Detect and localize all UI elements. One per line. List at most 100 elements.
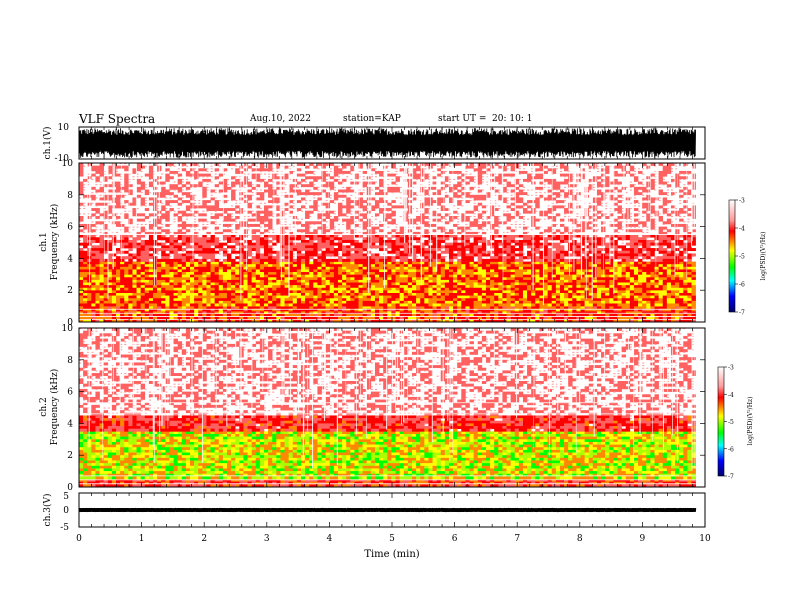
ch1-spectrogram-cell	[383, 295, 388, 299]
ch1-spectrogram-cell	[670, 272, 676, 275]
ch1-spectrogram-cell	[490, 298, 495, 302]
ch1-spectrogram-cell	[580, 277, 585, 281]
ch1-spectrogram-cell	[111, 295, 117, 299]
ch1-spectrogram-cell	[514, 298, 520, 302]
ch1-spectrogram-cell	[268, 258, 273, 262]
ch1-spectrogram-cell	[551, 269, 557, 273]
ch1-spectrogram-cell	[128, 274, 133, 278]
ch1-spectrogram-cell	[120, 248, 123, 250]
ch1-spectrogram-cell	[321, 319, 326, 323]
ch1-spectrogram-cell	[120, 314, 125, 317]
ch1-spectrogram-cell	[568, 316, 573, 320]
ch1-spectrogram-cell	[263, 258, 269, 262]
ch1-spectrogram-cell	[333, 277, 339, 281]
ch1-spectrogram-cell	[518, 256, 524, 260]
ch1-spectrogram-cell	[370, 319, 376, 323]
ch1-spectrogram-cell	[152, 287, 158, 291]
ch1-spectrogram-cell	[683, 282, 688, 286]
ch1-spectrogram-cell	[527, 256, 532, 260]
ch1-spectrogram-cell	[428, 279, 433, 283]
ch1-spectrogram-cell	[177, 300, 183, 304]
ch1-spectrogram-cell	[309, 308, 314, 312]
ch1-spectrogram-cell	[296, 314, 302, 317]
ch1-spectrogram-cell	[605, 316, 610, 320]
ch1-spectrogram-cell	[333, 248, 339, 252]
ch1-spectrogram-cell	[288, 287, 294, 291]
ch1-spectrogram-cell	[313, 285, 318, 289]
ch1-spectrogram-cell	[231, 279, 236, 283]
ch1-spectrogram-cell	[214, 258, 220, 262]
ch1-spectrogram-cell	[218, 269, 224, 273]
ch1-spectrogram-cell	[333, 279, 339, 283]
ch1-spectrogram-cell	[210, 316, 215, 320]
ch1-spectrogram-cell	[613, 245, 618, 249]
ch1-spectrogram-cell	[568, 237, 573, 241]
ch1-spectrogram-cell	[144, 316, 150, 320]
ch1-spectrogram-cell	[490, 258, 495, 262]
ch1-spectrogram-cell	[83, 303, 88, 307]
ch1-spectrogram-cell	[522, 308, 528, 312]
ch1-spectrogram-cell	[407, 306, 413, 310]
ch1-spectrogram-cell	[588, 319, 594, 323]
ch1-spectrogram-cell	[420, 274, 425, 278]
ch1-spectrogram-cell	[646, 319, 651, 323]
ch1-spectrogram-cell	[132, 261, 137, 265]
ch1-spectrogram-cell	[539, 272, 544, 275]
ch1-spectrogram-cell	[185, 306, 191, 310]
ch1-spectrogram-cell	[522, 290, 528, 294]
ch1-spectrogram-cell	[185, 279, 191, 283]
ch1-spectrogram-cell	[625, 300, 631, 304]
ch1-spectrogram-cell	[477, 303, 483, 307]
ch1-spectrogram-cell	[136, 264, 141, 268]
ch1-spectrogram-cell	[469, 234, 474, 238]
ch1-spectrogram-cell	[317, 290, 322, 294]
ch1-spectrogram-cell	[683, 290, 688, 294]
ch1-spectrogram-cell	[317, 272, 322, 275]
ch1-spectrogram-cell	[510, 237, 516, 241]
ch1-spectrogram-cell	[391, 266, 396, 270]
ch1-spectrogram-cell	[621, 316, 627, 320]
ch1-spectrogram-cell	[309, 279, 314, 283]
ch1-spectrogram-cell	[284, 239, 289, 243]
ch1-spectrogram-cell	[609, 316, 614, 320]
ch1-spectrogram-cell	[547, 308, 553, 312]
ch1-spectrogram-cell	[313, 298, 318, 302]
ch1-spectrogram-cell	[272, 266, 277, 270]
ch1-spectrogram-cell	[448, 298, 454, 302]
ch1-spectrogram-cell	[346, 287, 351, 291]
ch1-spectrogram-cell	[218, 293, 224, 296]
ch1-spectrogram-cell	[140, 300, 146, 304]
ch1-spectrogram-cell	[527, 298, 532, 302]
ch1-spectrogram-cell	[666, 298, 672, 302]
ch1-spectrogram-cell	[132, 285, 137, 289]
ch1-spectrogram-cell	[576, 274, 581, 278]
ch1-spectrogram-cell	[87, 290, 92, 294]
ch1-spectrogram-cell	[498, 269, 503, 273]
ch1-spectrogram-cell	[444, 293, 450, 296]
ch1-spectrogram-cell	[111, 300, 117, 304]
ch1-spectrogram-cell	[161, 239, 164, 242]
ch1-spectrogram-cell	[601, 300, 606, 304]
ch1-spectrogram-cell	[214, 242, 220, 246]
ch1-spectrogram-cell	[601, 290, 606, 294]
ch1-spectrogram-cell	[506, 308, 511, 312]
ch1-spectrogram-cell	[333, 316, 339, 320]
ch1-spectrogram-cell	[543, 274, 548, 278]
ch1-spectrogram-cell	[247, 277, 252, 281]
ch1-spectrogram-cell	[457, 242, 462, 246]
ch1-spectrogram-cell	[284, 279, 289, 283]
ch1-spectrogram-cell	[621, 253, 627, 257]
ch1-spectrogram-cell	[346, 298, 351, 302]
ch1-spectrogram-cell	[453, 290, 458, 294]
ch1-spectrogram-cell	[469, 298, 474, 302]
ch1-spectrogram-cell	[691, 261, 696, 265]
ch1-spectrogram-cell	[605, 293, 610, 296]
ch1-spectrogram-cell	[321, 306, 326, 310]
ch1-spectrogram-cell	[165, 237, 170, 241]
ch1-spectrogram-cell	[103, 293, 109, 296]
ch1-spectrogram-cell	[136, 261, 141, 265]
ch1-spectrogram-cell	[329, 234, 335, 238]
ch1-spectrogram-cell	[633, 287, 639, 291]
ch1-spectrogram-cell	[621, 295, 627, 299]
ch1-spectrogram-cell	[124, 300, 129, 304]
